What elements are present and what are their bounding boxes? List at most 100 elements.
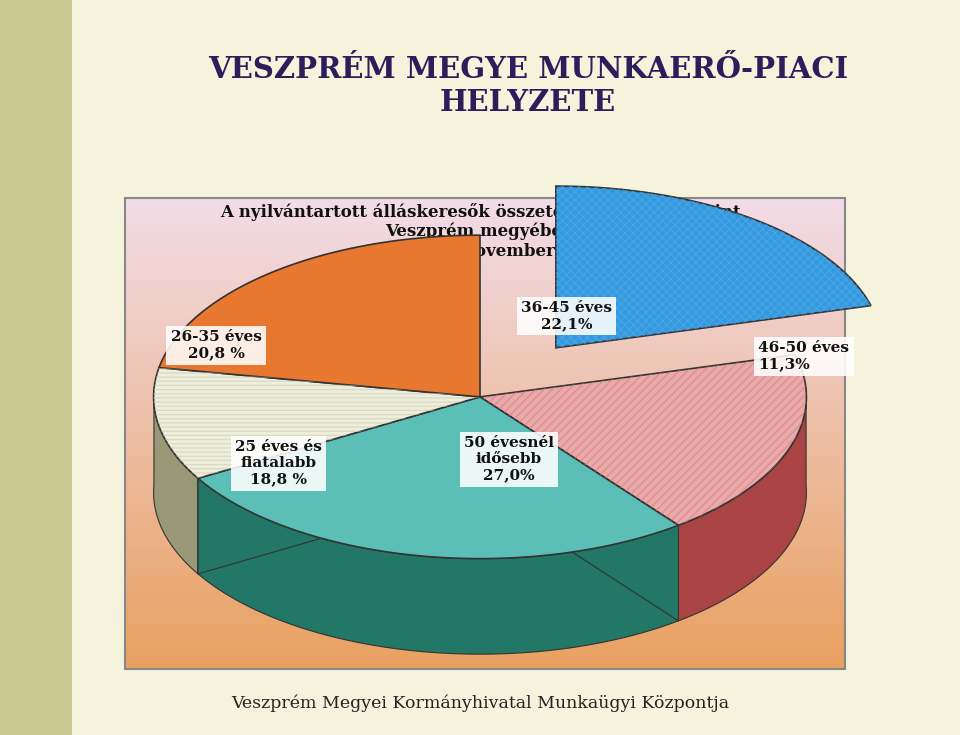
Bar: [125, 426, 845, 429]
Bar: [125, 379, 845, 382]
Bar: [125, 478, 845, 481]
Bar: [125, 598, 845, 600]
Text: 25 éves és
fiatalabb
18,8 %: 25 éves és fiatalabb 18,8 %: [235, 440, 322, 487]
Bar: [125, 467, 845, 469]
Bar: [125, 653, 845, 655]
Bar: [125, 600, 845, 603]
Bar: [125, 262, 845, 265]
Bar: [125, 300, 845, 302]
Bar: [125, 208, 845, 210]
Bar: [125, 363, 845, 365]
Bar: [125, 509, 845, 512]
Bar: [125, 234, 845, 236]
Bar: [125, 526, 845, 528]
Text: 26-35 éves
20,8 %: 26-35 éves 20,8 %: [171, 330, 261, 361]
Bar: [125, 387, 845, 389]
Bar: [125, 365, 845, 368]
Bar: [125, 232, 845, 234]
Bar: [125, 394, 845, 396]
Polygon shape: [480, 355, 806, 526]
Bar: [125, 370, 845, 373]
Bar: [125, 373, 845, 375]
Bar: [125, 488, 845, 490]
Polygon shape: [198, 397, 679, 559]
Bar: [125, 650, 845, 653]
Text: 50 évesnél
idősebb
27,0%: 50 évesnél idősebb 27,0%: [464, 436, 554, 483]
Bar: [125, 434, 845, 436]
Bar: [125, 579, 845, 582]
Bar: [125, 281, 845, 283]
Bar: [125, 210, 845, 212]
Bar: [125, 403, 845, 406]
Polygon shape: [154, 390, 198, 574]
Bar: [125, 408, 845, 410]
Bar: [125, 302, 845, 304]
Bar: [125, 422, 845, 424]
Bar: [125, 212, 845, 215]
Bar: [125, 662, 845, 664]
Bar: [125, 584, 845, 587]
Bar: [125, 563, 845, 565]
Text: HELYZETE: HELYZETE: [440, 88, 616, 118]
Polygon shape: [480, 397, 679, 621]
Bar: [125, 631, 845, 634]
Bar: [125, 567, 845, 570]
Bar: [125, 382, 845, 384]
Bar: [125, 359, 845, 361]
Bar: [125, 610, 845, 612]
Bar: [125, 624, 845, 626]
Bar: [125, 206, 845, 208]
Bar: [125, 241, 845, 243]
Text: 46-50 éves
11,3%: 46-50 éves 11,3%: [758, 341, 850, 372]
Bar: [125, 203, 845, 206]
Bar: [125, 490, 845, 492]
Bar: [125, 342, 845, 344]
Bar: [125, 415, 845, 417]
Bar: [125, 643, 845, 645]
Bar: [125, 326, 845, 328]
Bar: [125, 556, 845, 559]
Bar: [125, 283, 845, 285]
Bar: [125, 502, 845, 504]
Text: Veszprém Megyei Kormányhivatal Munkaügyi Központja: Veszprém Megyei Kormányhivatal Munkaügyi…: [231, 695, 729, 712]
Bar: [125, 398, 845, 401]
Bar: [125, 577, 845, 579]
Bar: [125, 320, 845, 323]
Bar: [125, 267, 845, 269]
Bar: [125, 220, 845, 222]
Bar: [125, 535, 845, 537]
Bar: [125, 553, 845, 556]
Bar: [125, 582, 845, 584]
Bar: [125, 606, 845, 608]
Bar: [125, 636, 845, 638]
Bar: [125, 250, 845, 253]
Bar: [125, 620, 845, 622]
Bar: [125, 377, 845, 379]
Bar: [125, 198, 845, 669]
Bar: [125, 297, 845, 300]
Bar: [125, 638, 845, 641]
Polygon shape: [154, 368, 480, 478]
Bar: [125, 495, 845, 497]
Bar: [125, 614, 845, 617]
Bar: [125, 396, 845, 398]
Bar: [125, 429, 845, 431]
Bar: [125, 436, 845, 438]
Bar: [125, 465, 845, 467]
Bar: [125, 431, 845, 434]
Bar: [125, 561, 845, 563]
Polygon shape: [679, 390, 806, 621]
Bar: [125, 406, 845, 408]
Bar: [125, 384, 845, 387]
Bar: [125, 295, 845, 297]
Bar: [125, 530, 845, 532]
Bar: [125, 565, 845, 567]
Bar: [125, 218, 845, 220]
Bar: [125, 273, 845, 276]
Bar: [125, 259, 845, 262]
Bar: [125, 664, 845, 667]
Bar: [125, 269, 845, 271]
Polygon shape: [159, 235, 480, 397]
Bar: [125, 222, 845, 224]
Bar: [125, 603, 845, 606]
